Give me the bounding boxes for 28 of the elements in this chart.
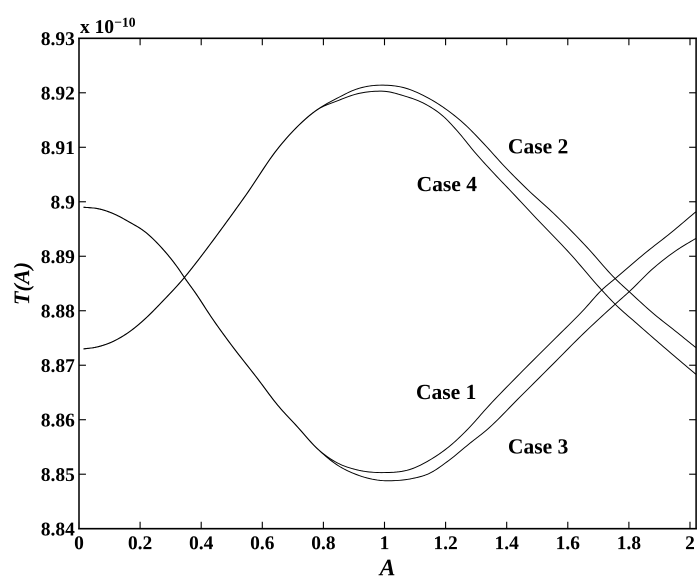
series-label: Case 1 bbox=[417, 384, 476, 400]
series-label: Case 3 bbox=[508, 439, 568, 454]
y-axis-title: T(A) bbox=[14, 263, 34, 304]
x-tick-label: 1.8 bbox=[618, 536, 640, 550]
series-label: Case 4 bbox=[418, 176, 477, 192]
x-tick-label: 0.8 bbox=[312, 536, 335, 550]
y-tick-label: 8.88 bbox=[41, 304, 74, 318]
y-tick-label: 8.87 bbox=[41, 359, 74, 372]
x-axis-title: A bbox=[378, 560, 394, 576]
x-tick-label: 0.6 bbox=[250, 536, 274, 550]
x-tick-label: 0.2 bbox=[128, 536, 152, 550]
y-tick-label: 8.91 bbox=[41, 141, 74, 154]
series-label: Case 2 bbox=[508, 139, 568, 154]
y-tick-label: 8.93 bbox=[41, 32, 74, 46]
x-tick-label: 1.6 bbox=[557, 536, 580, 550]
y-tick-label: 8.89 bbox=[41, 250, 74, 264]
x-tick-label: 1 bbox=[381, 536, 388, 550]
y-tick-label: 8.92 bbox=[41, 86, 74, 100]
x-tick-label: 2 bbox=[686, 536, 694, 550]
y-tick-label: 8.84 bbox=[41, 522, 74, 536]
x-tick-label: 1.4 bbox=[496, 536, 518, 550]
x-tick-label: 0.4 bbox=[190, 536, 213, 550]
y-tick-label: 8.86 bbox=[41, 414, 74, 427]
y-tick-label: 8.9 bbox=[51, 196, 74, 209]
x-tick-label: 0 bbox=[74, 536, 84, 550]
text: x 10$^{−10}$ bbox=[80, 18, 136, 34]
x-tick-label: 1.2 bbox=[435, 536, 457, 550]
y-tick-label: 8.85 bbox=[41, 468, 74, 482]
